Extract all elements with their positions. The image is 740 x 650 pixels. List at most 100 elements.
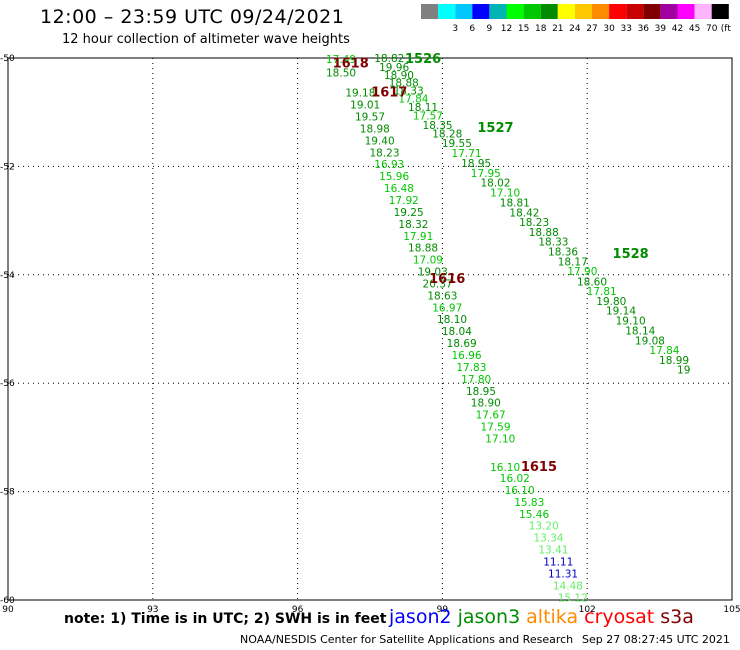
color-swatch — [455, 4, 473, 19]
pass-time-label: 1618 — [333, 56, 369, 71]
wave-height-value: 15.83 — [514, 497, 544, 509]
wave-height-value: 14.48 — [553, 580, 583, 592]
wave-height-value: 17.91 — [403, 231, 433, 243]
wave-height-value: 17.81 — [587, 286, 617, 298]
wave-height-value: 18.90 — [471, 398, 501, 410]
pass-time-label: 1615 — [521, 460, 557, 475]
footer-note: note: 1) Time is in UTC; 2) SWH is in fe… — [64, 611, 387, 627]
satellite-legend: jason2 jason3 altika cryosat s3a — [389, 606, 700, 628]
latitude-tick-label: -54 — [0, 271, 15, 281]
wave-height-value: 17.84 — [398, 94, 428, 106]
wave-height-value: 18.42 — [509, 207, 539, 219]
wave-height-value: 18.90 — [384, 70, 414, 82]
wave-height-value: 16.93 — [374, 159, 404, 171]
color-swatch — [660, 4, 678, 19]
wave-height-value: 17.57 — [413, 110, 443, 122]
latitude-tick-label: -56 — [0, 379, 15, 389]
wave-height-value: 18.99 — [659, 355, 689, 367]
longitude-tick-label: 90 — [2, 605, 14, 615]
color-swatch — [523, 4, 541, 19]
longitude-tick-label: 93 — [147, 605, 158, 615]
color-scale-label: 36 — [638, 24, 650, 34]
wave-height-value: 19.01 — [350, 100, 380, 112]
color-scale-label: 12 — [501, 24, 512, 34]
wave-height-value: 17.95 — [471, 168, 501, 180]
wave-height-value: 19.96 — [379, 62, 409, 74]
wave-height-value: 15.46 — [519, 509, 549, 521]
wave-height-value: 13.41 — [538, 545, 568, 557]
wave-height-value: 19.03 — [418, 267, 448, 279]
color-swatch — [643, 4, 661, 19]
wave-height-value: 18.36 — [548, 246, 578, 258]
wave-height-value: 17.10 — [490, 187, 520, 199]
wave-height-value: 18.95 — [466, 386, 496, 398]
wave-height-value: 18.88 — [389, 77, 419, 89]
color-scale-label: 6 — [469, 24, 475, 34]
wave-height-value: 11.11 — [543, 557, 573, 569]
wave-height-value: 16.48 — [384, 183, 414, 195]
satellite-altika: altika — [526, 606, 579, 628]
color-swatch — [711, 4, 729, 19]
satellite-s3a: s3a — [660, 606, 694, 628]
wave-height-value: 18.23 — [519, 217, 549, 229]
wave-height-value: 18.04 — [442, 326, 472, 338]
wave-height-value: 19.14 — [606, 306, 636, 318]
wave-height-value: 17.90 — [567, 266, 597, 278]
wave-height-value: 20.37 — [423, 278, 453, 290]
color-swatch — [626, 4, 644, 19]
page-title: 12:00 – 23:59 UTC 09/24/2021 — [40, 6, 345, 28]
wave-height-value: 16.10 — [505, 485, 535, 497]
wave-height-value: 18.32 — [398, 219, 428, 231]
wave-height-value: 17.10 — [485, 433, 515, 445]
satellite-jason3: jason3 — [457, 606, 521, 628]
wave-height-value: 19.25 — [394, 207, 424, 219]
color-scale-unit: (ft) — [721, 24, 731, 34]
longitude-tick-label: 102 — [579, 605, 596, 615]
color-scale-label: 30 — [603, 24, 615, 34]
wave-height-value: 11.31 — [548, 568, 578, 580]
color-swatch — [489, 4, 507, 19]
wave-height-value: 18.82 — [374, 53, 404, 65]
color-scale-label: 3 — [452, 24, 458, 34]
color-swatch — [609, 4, 627, 19]
wave-height-value: 16.97 — [432, 302, 462, 314]
wave-height-value: 16.96 — [452, 350, 482, 362]
wave-height-value: 19.18 — [345, 88, 375, 100]
wave-height-value: 18.23 — [369, 147, 399, 159]
wave-height-value: 18.10 — [437, 314, 467, 326]
wave-height-value: 18.50 — [326, 68, 356, 80]
color-swatch — [472, 4, 490, 19]
wave-height-value: 19.10 — [616, 315, 646, 327]
wave-height-value: 16.10 — [490, 462, 520, 474]
longitude-tick-label: 96 — [292, 605, 304, 615]
color-scale-label: 70 — [706, 24, 718, 34]
color-swatch — [694, 4, 712, 19]
wave-height-value: 13.34 — [534, 533, 564, 545]
color-swatch — [592, 4, 610, 19]
color-scale-label: 42 — [672, 24, 683, 34]
wave-height-value: 17.84 — [649, 345, 679, 357]
credit-line: NOAA/NESDIS Center for Satellite Applica… — [240, 633, 574, 646]
wave-height-value: 18.33 — [538, 237, 568, 249]
wave-height-value: 18.35 — [423, 120, 453, 132]
wave-height-value: 18.88 — [529, 227, 559, 239]
wave-height-value: 18.88 — [408, 243, 438, 255]
satellite-jason2: jason2 — [389, 606, 452, 628]
color-scale-label: 39 — [655, 24, 667, 34]
latitude-tick-label: -60 — [0, 596, 15, 606]
color-scale-label: 27 — [586, 24, 597, 34]
color-swatch — [540, 4, 558, 19]
generated-timestamp: Sep 27 08:27:45 UTC 2021 — [582, 633, 730, 646]
wave-height-value: 18.63 — [427, 290, 457, 302]
pass-time-label: 1526 — [405, 52, 441, 67]
wave-height-value: 18.98 — [360, 123, 390, 135]
color-swatch — [574, 4, 592, 19]
color-scale-label: 33 — [620, 24, 631, 34]
wave-height-value: 19 — [677, 365, 690, 377]
latitude-tick-label: -50 — [0, 54, 15, 64]
wave-height-value: 15.96 — [379, 171, 409, 183]
color-scale-label: 21 — [552, 24, 563, 34]
pass-time-label: 1616 — [429, 272, 465, 287]
